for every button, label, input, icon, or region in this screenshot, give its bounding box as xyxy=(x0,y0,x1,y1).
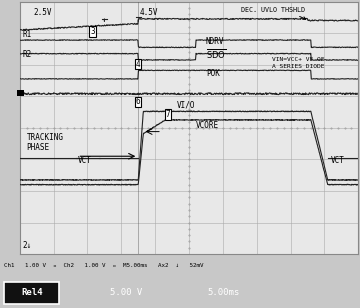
Text: 2↓: 2↓ xyxy=(23,241,32,250)
Text: A SERIES DIODE: A SERIES DIODE xyxy=(272,64,324,70)
Text: $\overline{\mathsf{SDO}}$: $\overline{\mathsf{SDO}}$ xyxy=(206,47,226,61)
Text: 2.5V: 2.5V xyxy=(33,8,52,17)
Bar xyxy=(4,282,59,305)
Text: DEC. UVLO THSHLD: DEC. UVLO THSHLD xyxy=(242,7,306,19)
Text: VCT: VCT xyxy=(330,156,344,165)
Text: VIN=VCC+ VF OF: VIN=VCC+ VF OF xyxy=(272,57,324,62)
Text: 4.5V: 4.5V xyxy=(140,8,158,17)
Text: 5.00 V: 5.00 V xyxy=(110,288,142,297)
Text: PHASE: PHASE xyxy=(27,143,50,152)
Text: R1: R1 xyxy=(23,30,32,39)
Text: POK: POK xyxy=(206,69,220,78)
Text: VCT: VCT xyxy=(77,156,91,165)
Text: TRACKING: TRACKING xyxy=(27,133,64,142)
Bar xyxy=(17,90,24,96)
Text: 7: 7 xyxy=(166,110,170,119)
Text: VI/O: VI/O xyxy=(177,100,195,109)
Text: Rel4: Rel4 xyxy=(21,288,42,297)
Text: 5.00ms: 5.00ms xyxy=(207,288,239,297)
Text: Ch1   1.00 V  ¤  Ch2   1.00 V  ¤  M5.00ms   Ax2  ↓   52mV: Ch1 1.00 V ¤ Ch2 1.00 V ¤ M5.00ms Ax2 ↓ … xyxy=(4,263,203,268)
Text: 4: 4 xyxy=(136,59,140,69)
Text: NDRV: NDRV xyxy=(206,37,224,46)
Text: R2: R2 xyxy=(23,50,32,59)
Text: 6: 6 xyxy=(136,97,140,107)
Text: 3: 3 xyxy=(90,27,95,36)
Text: VCORE: VCORE xyxy=(196,121,219,130)
